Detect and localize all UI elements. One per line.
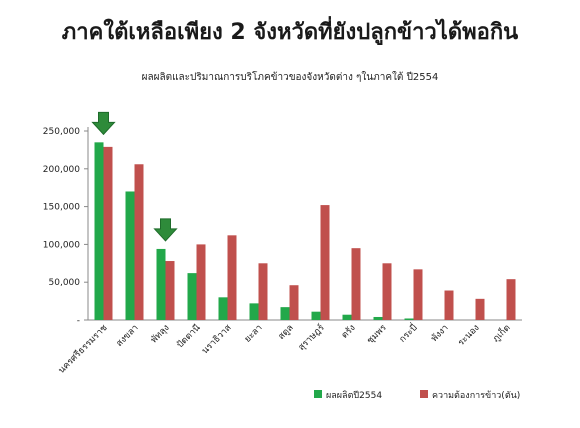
bar-demand [351, 248, 361, 320]
down-arrow-icon [91, 111, 116, 136]
legend-label: ผลผลิตปี2554 [326, 390, 382, 401]
x-category-label: นราธิวาส [200, 322, 234, 356]
y-tick-label: 250,000 [43, 127, 80, 137]
legend-swatch [314, 390, 322, 398]
y-tick-label: 150,000 [43, 203, 80, 213]
bar-production [125, 191, 135, 320]
bar-production [218, 297, 228, 320]
y-tick-label: 100,000 [43, 240, 80, 250]
x-category-label: ระนอง [456, 323, 481, 348]
bar-demand [506, 279, 516, 320]
legend-swatch [420, 390, 428, 398]
chart-title: ผลผลิตและปริมาณการบริโภคข้าวของจังหวัดต่… [141, 72, 439, 83]
bar-demand [444, 290, 454, 320]
y-tick-label: 200,000 [43, 165, 80, 175]
bar-production [187, 273, 197, 320]
headline: ภาคใต้เหลือเพียง 2 จังหวัดที่ยังปลูกข้าว… [61, 20, 519, 45]
x-category-label: ปัตตานี [175, 322, 203, 350]
bar-demand [413, 269, 423, 320]
x-category-label: นครศรีธรรมราช [56, 322, 109, 375]
bar-production [404, 318, 414, 320]
bar-production [311, 311, 321, 320]
bar-production [156, 248, 166, 320]
down-arrow-icon [153, 218, 178, 242]
bar-demand [227, 235, 237, 320]
bar-demand [103, 146, 113, 320]
bar-production [249, 303, 259, 320]
x-category-label: พัทลุง [149, 323, 171, 345]
x-category-label: สงขลา [115, 323, 141, 349]
bar-demand [289, 285, 299, 320]
bar-demand [134, 164, 144, 320]
bar-production [280, 307, 290, 320]
bar-production [94, 142, 104, 320]
x-category-label: พังงา [430, 323, 451, 344]
bar-demand [196, 244, 206, 320]
bar-demand [320, 205, 330, 320]
bar-demand [258, 263, 268, 320]
x-category-label: ชุมพร [365, 323, 388, 346]
x-category-label: ภูเก็ต [489, 321, 513, 345]
legend-label: ความต้องการข้าว(ตัน) [432, 390, 520, 401]
bar-demand [165, 261, 175, 320]
bar-production [373, 316, 383, 320]
x-category-label: กระบี่ [396, 321, 420, 345]
x-category-label: สุราษฎร์ [295, 322, 326, 353]
x-category-label: ตรัง [340, 323, 358, 341]
bar-production [342, 314, 352, 320]
bar-demand [475, 298, 485, 320]
x-category-label: สตูล [277, 323, 296, 342]
x-category-label: ยะลา [243, 323, 265, 345]
y-tick-label: - [77, 316, 80, 326]
y-tick-label: 50,000 [49, 278, 81, 288]
bar-demand [382, 263, 392, 320]
